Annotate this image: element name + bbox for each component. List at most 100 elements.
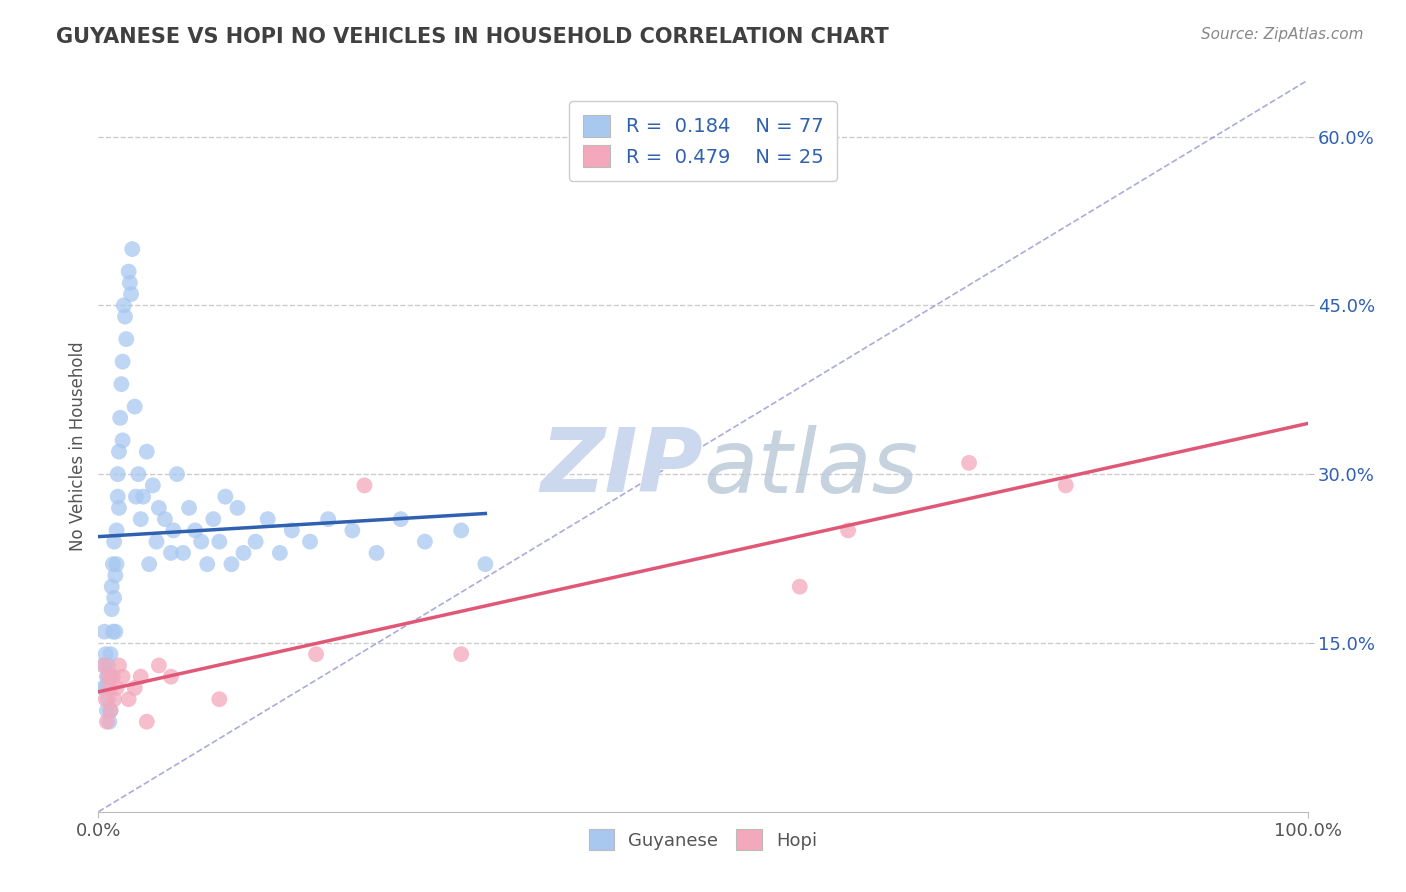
Point — [101, 624, 124, 639]
Point — [108, 658, 131, 673]
Point — [108, 500, 131, 515]
Point — [111, 670, 134, 684]
Point — [112, 298, 135, 312]
Point — [138, 557, 160, 571]
Point — [105, 557, 128, 571]
Point — [107, 490, 129, 504]
Point — [103, 591, 125, 605]
Point — [245, 534, 267, 549]
Point — [256, 512, 278, 526]
Point — [93, 624, 115, 639]
Point — [342, 524, 364, 538]
Text: ZIP: ZIP — [540, 425, 703, 511]
Point — [160, 670, 183, 684]
Point — [111, 434, 134, 448]
Point — [97, 658, 120, 673]
Point — [172, 546, 194, 560]
Point — [305, 647, 328, 661]
Point — [101, 670, 124, 684]
Point — [389, 512, 412, 526]
Point — [162, 524, 184, 538]
Point — [160, 546, 183, 560]
Point — [105, 524, 128, 538]
Y-axis label: No Vehicles in Household: No Vehicles in Household — [69, 341, 87, 551]
Point — [299, 534, 322, 549]
Point — [135, 714, 157, 729]
Point — [184, 524, 207, 538]
Point — [450, 647, 472, 661]
Point — [202, 512, 225, 526]
Point — [98, 670, 121, 684]
Point — [94, 692, 117, 706]
Text: atlas: atlas — [703, 425, 918, 511]
Point — [108, 410, 131, 425]
Point — [789, 580, 811, 594]
Point — [190, 534, 212, 549]
Point — [837, 524, 859, 538]
Point — [127, 467, 149, 482]
Point — [148, 500, 170, 515]
Point — [103, 692, 125, 706]
Point — [91, 658, 114, 673]
Point — [957, 456, 980, 470]
Point — [135, 444, 157, 458]
Point — [111, 354, 134, 368]
Point — [269, 546, 291, 560]
Point — [96, 670, 118, 684]
Point — [108, 444, 131, 458]
Point — [232, 546, 254, 560]
Point — [124, 400, 146, 414]
Point — [94, 681, 117, 695]
Point — [214, 490, 236, 504]
Point — [100, 670, 122, 684]
Point — [101, 557, 124, 571]
Point — [153, 512, 176, 526]
Point — [166, 467, 188, 482]
Point — [120, 287, 142, 301]
Point — [114, 310, 136, 324]
Point — [132, 490, 155, 504]
Point — [91, 681, 114, 695]
Point — [93, 658, 115, 673]
Point — [221, 557, 243, 571]
Point — [118, 276, 141, 290]
Point — [118, 692, 141, 706]
Point — [96, 703, 118, 717]
Point — [195, 557, 218, 571]
Point — [208, 534, 231, 549]
Point — [94, 647, 117, 661]
Point — [100, 703, 122, 717]
Point — [1054, 478, 1077, 492]
Point — [110, 377, 132, 392]
Text: Source: ZipAtlas.com: Source: ZipAtlas.com — [1201, 27, 1364, 42]
Point — [366, 546, 388, 560]
Point — [98, 681, 121, 695]
Point — [281, 524, 304, 538]
Text: GUYANESE VS HOPI NO VEHICLES IN HOUSEHOLD CORRELATION CHART: GUYANESE VS HOPI NO VEHICLES IN HOUSEHOL… — [56, 27, 889, 46]
Legend: Guyanese, Hopi: Guyanese, Hopi — [582, 822, 824, 857]
Point — [125, 490, 148, 504]
Point — [124, 681, 146, 695]
Point — [413, 534, 436, 549]
Point — [115, 332, 138, 346]
Point — [118, 264, 141, 278]
Point — [148, 658, 170, 673]
Point — [450, 524, 472, 538]
Point — [98, 714, 121, 729]
Point — [226, 500, 249, 515]
Point — [97, 670, 120, 684]
Point — [121, 242, 143, 256]
Point — [104, 624, 127, 639]
Point — [96, 714, 118, 729]
Point — [474, 557, 496, 571]
Point — [100, 602, 122, 616]
Point — [208, 692, 231, 706]
Point — [129, 512, 152, 526]
Point — [97, 692, 120, 706]
Point — [316, 512, 339, 526]
Point — [179, 500, 201, 515]
Point — [103, 534, 125, 549]
Point — [100, 647, 122, 661]
Point — [105, 681, 128, 695]
Point — [129, 670, 152, 684]
